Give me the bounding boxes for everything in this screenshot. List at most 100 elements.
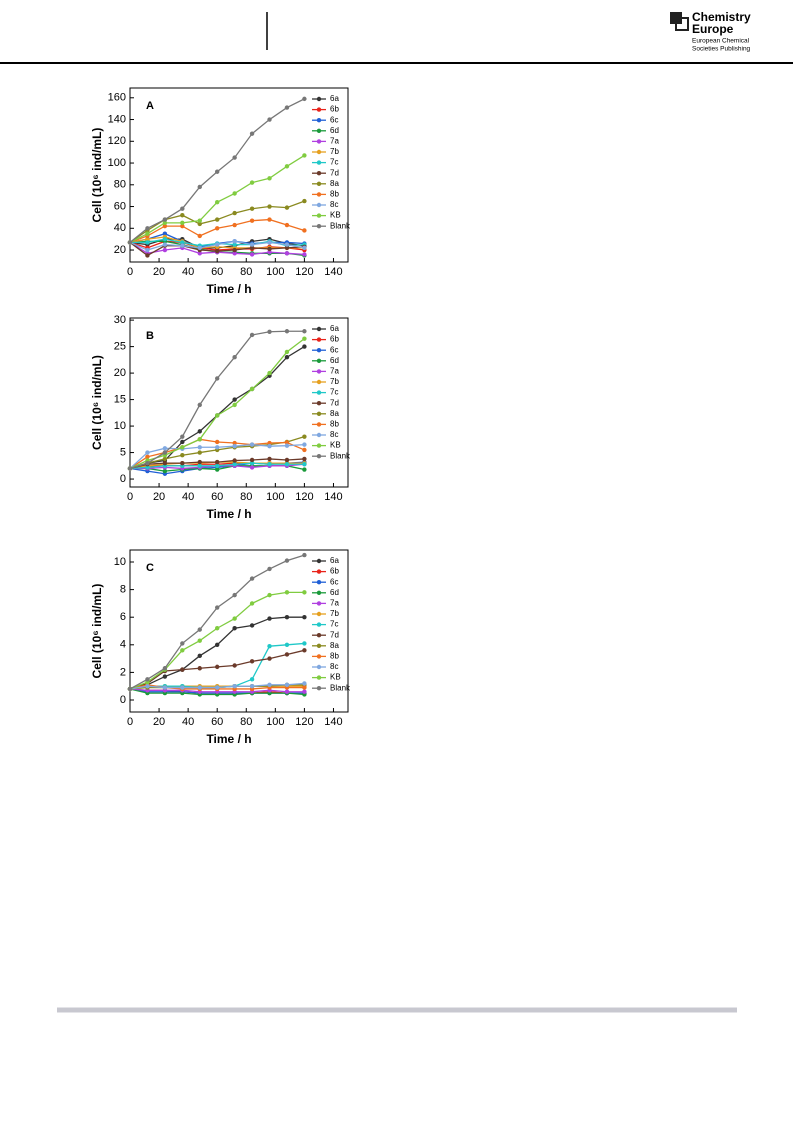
data-point: [284, 242, 290, 247]
data-point: [284, 222, 290, 228]
data-point: [267, 656, 272, 661]
data-point: [162, 460, 168, 466]
legend-label: 7c: [330, 388, 338, 397]
data-point: [215, 642, 220, 647]
data-point: [232, 683, 237, 689]
legend-swatch: [316, 633, 322, 638]
y-tick-label: 140: [108, 113, 126, 125]
data-point: [145, 253, 150, 258]
data-point: [249, 623, 255, 628]
data-point: [267, 176, 272, 181]
data-point: [284, 355, 290, 360]
data-point: [145, 226, 150, 231]
data-point: [249, 677, 255, 682]
legend-label: 7b: [330, 609, 339, 618]
legend-swatch: [316, 107, 322, 112]
data-point: [302, 329, 307, 334]
legend-label: 8c: [330, 430, 338, 439]
legend-label: 6b: [330, 105, 339, 114]
data-point: [180, 685, 185, 690]
data-point: [267, 616, 272, 621]
data-point: [267, 370, 272, 376]
x-tick-label: 60: [211, 716, 223, 728]
legend-swatch: [316, 118, 322, 123]
legend-label: 8c: [330, 200, 338, 209]
data-point: [249, 601, 255, 606]
data-point: [127, 686, 133, 692]
series-line: [129, 218, 305, 244]
data-point: [267, 240, 272, 245]
data-point: [232, 440, 237, 446]
legend-swatch: [316, 171, 322, 176]
data-point: [302, 689, 307, 694]
x-tick-label: 0: [127, 491, 133, 503]
data-point: [302, 336, 307, 341]
x-tick-label: 0: [127, 266, 133, 278]
data-point: [180, 460, 185, 466]
data-point: [232, 242, 237, 247]
legend-label: KB: [330, 673, 341, 682]
legend-swatch: [316, 192, 322, 197]
legend-swatch: [316, 443, 322, 448]
legend-swatch: [316, 337, 322, 342]
data-point: [232, 402, 237, 408]
y-tick-label: 15: [114, 393, 126, 405]
data-point: [215, 459, 220, 465]
legend-label: 6d: [330, 126, 339, 135]
y-tick-label: 5: [120, 446, 126, 458]
y-axis-label: Cell (10⁶ ind/mL): [90, 128, 104, 223]
legend-label: 7d: [330, 168, 339, 177]
legend-swatch: [316, 379, 322, 385]
data-point: [145, 683, 150, 689]
legend-label: 6b: [330, 335, 339, 344]
x-tick-label: 80: [240, 266, 252, 278]
data-point: [162, 231, 168, 236]
data-point: [249, 465, 255, 470]
legend-swatch: [316, 422, 322, 427]
legend-swatch: [316, 224, 322, 229]
panel-label: A: [146, 100, 154, 112]
data-point: [302, 681, 307, 686]
data-point: [249, 457, 255, 463]
data-point: [267, 444, 272, 449]
data-point: [302, 447, 307, 453]
y-tick-label: 6: [120, 611, 126, 623]
legend-label: 8c: [330, 662, 338, 671]
legend-label: 7a: [330, 137, 339, 146]
data-point: [232, 247, 237, 253]
y-axis-label: Cell (10⁶ ind/mL): [90, 355, 104, 450]
data-point: [232, 616, 237, 621]
series-line: [129, 649, 305, 690]
data-point: [180, 240, 185, 245]
data-point: [215, 242, 220, 247]
legend-swatch: [316, 128, 322, 133]
data-point: [284, 590, 290, 595]
plot-frame: [129, 549, 349, 713]
data-point: [302, 552, 307, 558]
data-point: [284, 251, 290, 256]
legend-label: 8a: [330, 641, 339, 650]
data-point: [197, 245, 202, 251]
data-point: [249, 252, 255, 257]
data-point: [249, 332, 255, 338]
legend-swatch: [316, 432, 322, 438]
legend-label: 6c: [330, 115, 338, 124]
x-tick-label: 60: [211, 266, 223, 278]
x-tick-label: 0: [127, 716, 133, 728]
data-point: [162, 217, 168, 222]
data-point: [267, 643, 272, 649]
legend-swatch: [316, 622, 322, 627]
data-point: [215, 226, 220, 231]
data-point: [162, 236, 168, 242]
data-point: [249, 131, 255, 136]
data-point: [145, 450, 150, 455]
data-point: [267, 456, 272, 462]
data-point: [197, 218, 202, 223]
x-tick-label: 80: [240, 491, 252, 503]
data-point: [197, 627, 202, 632]
data-point: [267, 217, 272, 222]
data-point: [232, 222, 237, 228]
legend-label: 8a: [330, 409, 339, 418]
data-point: [232, 626, 237, 631]
legend-label: 6b: [330, 567, 339, 576]
